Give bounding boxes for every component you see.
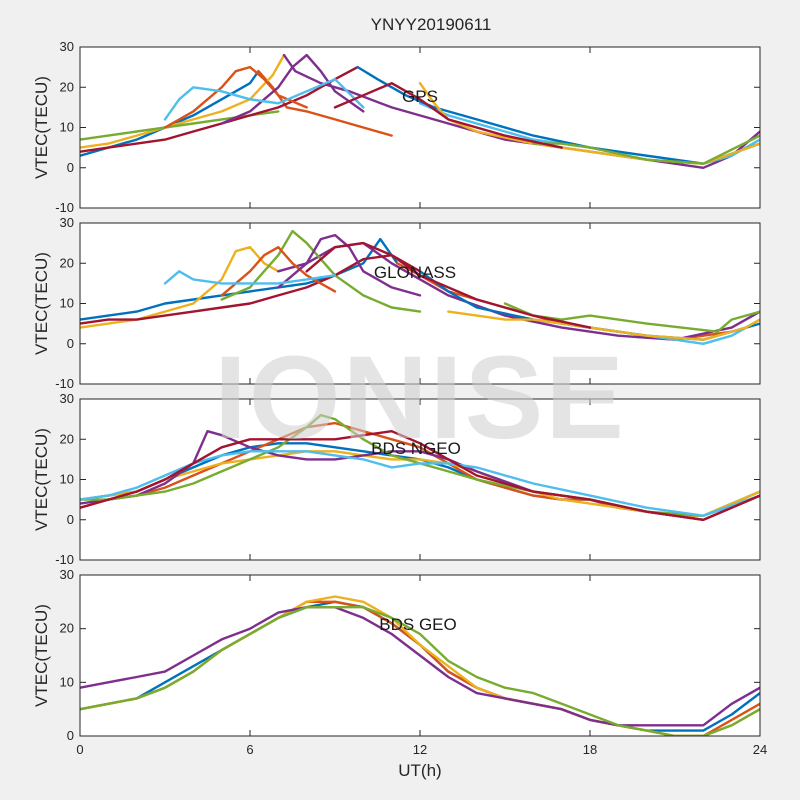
series-line xyxy=(80,430,760,521)
series-line xyxy=(277,233,422,297)
y-tick-label: 20 xyxy=(60,255,74,270)
y-tick-label: 20 xyxy=(60,79,74,94)
plot-area xyxy=(80,399,760,560)
series-line xyxy=(163,65,308,129)
x-tick-label: 24 xyxy=(753,742,767,757)
y-tick-label: 10 xyxy=(60,120,74,135)
y-tick-label: 0 xyxy=(67,160,74,175)
y-axis-label: VTEC(TECU) xyxy=(32,252,51,355)
series-line xyxy=(80,253,422,325)
x-axis-label: UT(h) xyxy=(398,761,441,780)
y-tick-label: 0 xyxy=(67,336,74,351)
x-tick-label: 6 xyxy=(246,742,253,757)
y-tick-label: 10 xyxy=(60,472,74,487)
y-tick-label: -10 xyxy=(55,552,74,567)
series-line xyxy=(532,134,760,165)
panel-annotation: GPS xyxy=(402,87,438,106)
series-group xyxy=(80,229,760,345)
series-line xyxy=(80,237,399,321)
series-line xyxy=(80,606,760,727)
y-axis-label: VTEC(TECU) xyxy=(32,428,51,531)
series-line xyxy=(220,245,337,297)
panel-annotation: BDS NGEO xyxy=(371,439,461,458)
series-group xyxy=(80,413,760,521)
series-line xyxy=(163,77,365,121)
panel-annotation: BDS GEO xyxy=(379,615,456,634)
y-tick-label: 30 xyxy=(60,215,74,230)
panel-4: 0 10 20 30 0 6 12 18 24 VTEC(TECU) BDS GEO xyxy=(32,567,767,757)
series-line xyxy=(220,229,422,313)
series-line xyxy=(163,270,337,285)
x-tick-label: 18 xyxy=(583,742,597,757)
panel-3: -10 0 10 20 30 VTEC(TECU) BDS NGEO xyxy=(32,391,761,567)
series-line xyxy=(356,65,760,165)
x-tick-label: 0 xyxy=(76,742,83,757)
y-tick-label: 20 xyxy=(60,431,74,446)
series-line xyxy=(333,81,563,149)
y-tick-label: -10 xyxy=(55,200,74,215)
series-group xyxy=(80,53,760,170)
series-line xyxy=(80,245,280,329)
plot-area xyxy=(80,47,760,208)
y-axis-label: VTEC(TECU) xyxy=(32,604,51,707)
y-tick-label: 30 xyxy=(60,39,74,54)
series-group xyxy=(80,595,760,736)
figure-title: YNYY20190611 xyxy=(371,15,492,34)
series-line xyxy=(80,450,760,517)
panel-annotation: GLONASS xyxy=(374,263,456,282)
y-tick-label: -10 xyxy=(55,376,74,391)
y-tick-label: 30 xyxy=(60,391,74,406)
y-axis-label: VTEC(TECU) xyxy=(32,76,51,179)
watermark: IONISE xyxy=(214,332,626,464)
y-tick-label: 30 xyxy=(60,567,74,582)
y-tick-label: 0 xyxy=(67,728,74,743)
x-tick-label: 12 xyxy=(413,742,427,757)
series-line xyxy=(80,606,760,736)
series-line xyxy=(220,53,365,125)
y-tick-label: 10 xyxy=(60,296,74,311)
panel-1: -10 0 10 20 30 VTEC(TECU) GPS xyxy=(32,39,761,215)
y-tick-label: 0 xyxy=(67,512,74,527)
series-line xyxy=(305,241,592,329)
series-line xyxy=(80,53,286,149)
panels: -10 0 10 20 30 VTEC(TECU) GPS -10 0 10 20 30 VTEC(TE… xyxy=(32,39,767,757)
panel-2: -10 0 10 20 30 VTEC(TECU) GLONASS xyxy=(32,215,761,391)
y-tick-label: 10 xyxy=(60,674,74,689)
y-tick-label: 20 xyxy=(60,621,74,636)
